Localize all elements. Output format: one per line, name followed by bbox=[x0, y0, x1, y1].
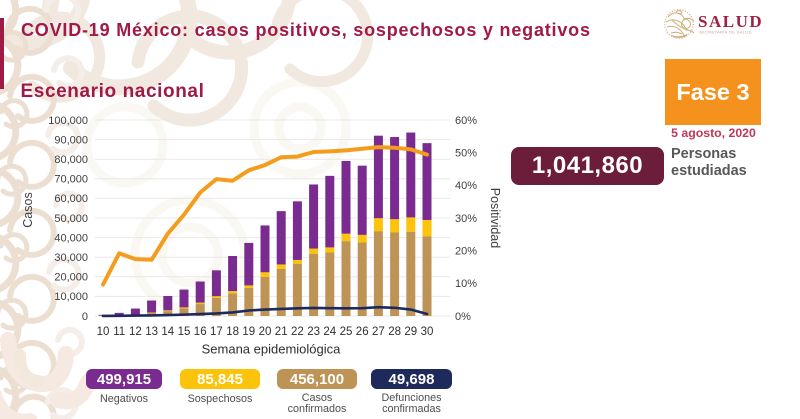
svg-text:10,000: 10,000 bbox=[54, 291, 88, 303]
svg-text:13: 13 bbox=[145, 326, 158, 338]
svg-text:26: 26 bbox=[356, 326, 369, 338]
svg-text:27: 27 bbox=[372, 326, 385, 338]
svg-text:100,000: 100,000 bbox=[48, 115, 88, 127]
svg-text:30: 30 bbox=[421, 326, 434, 338]
svg-text:25: 25 bbox=[340, 326, 353, 338]
svg-text:28: 28 bbox=[388, 326, 401, 338]
svg-text:16: 16 bbox=[194, 326, 207, 338]
svg-text:19: 19 bbox=[242, 326, 255, 338]
svg-text:17: 17 bbox=[210, 326, 223, 338]
svg-text:90,000: 90,000 bbox=[54, 134, 88, 146]
svg-text:60%: 60% bbox=[455, 115, 477, 127]
svg-text:10%: 10% bbox=[455, 278, 477, 290]
svg-text:50,000: 50,000 bbox=[54, 213, 88, 225]
svg-text:60,000: 60,000 bbox=[54, 193, 88, 205]
svg-text:20,000: 20,000 bbox=[54, 272, 88, 284]
svg-text:20: 20 bbox=[259, 326, 272, 338]
svg-text:12: 12 bbox=[129, 326, 142, 338]
svg-text:23: 23 bbox=[307, 326, 320, 338]
svg-text:24: 24 bbox=[323, 326, 336, 338]
svg-text:14: 14 bbox=[161, 326, 174, 338]
svg-text:SECRETARÍA DE SALUD: SECRETARÍA DE SALUD bbox=[699, 30, 752, 35]
svg-text:Semana epidemiológica: Semana epidemiológica bbox=[202, 342, 342, 357]
svg-text:22: 22 bbox=[291, 326, 304, 338]
svg-text:40%: 40% bbox=[455, 180, 477, 192]
svg-text:40,000: 40,000 bbox=[54, 232, 88, 244]
svg-text:70,000: 70,000 bbox=[54, 174, 88, 186]
svg-text:20%: 20% bbox=[455, 246, 477, 258]
svg-text:Positividad: Positividad bbox=[488, 188, 502, 248]
svg-text:15: 15 bbox=[178, 326, 191, 338]
svg-text:Casos: Casos bbox=[21, 192, 35, 227]
svg-text:11: 11 bbox=[113, 326, 125, 338]
svg-text:30%: 30% bbox=[455, 213, 477, 225]
svg-text:80,000: 80,000 bbox=[54, 154, 88, 166]
svg-text:0%: 0% bbox=[455, 311, 471, 323]
svg-text:10: 10 bbox=[97, 326, 110, 338]
svg-text:29: 29 bbox=[404, 326, 417, 338]
svg-text:18: 18 bbox=[226, 326, 239, 338]
svg-text:50%: 50% bbox=[455, 148, 477, 160]
svg-text:30,000: 30,000 bbox=[54, 252, 88, 264]
svg-text:SALUD: SALUD bbox=[698, 12, 763, 31]
svg-text:21: 21 bbox=[275, 326, 288, 338]
svg-text:0: 0 bbox=[82, 311, 88, 323]
